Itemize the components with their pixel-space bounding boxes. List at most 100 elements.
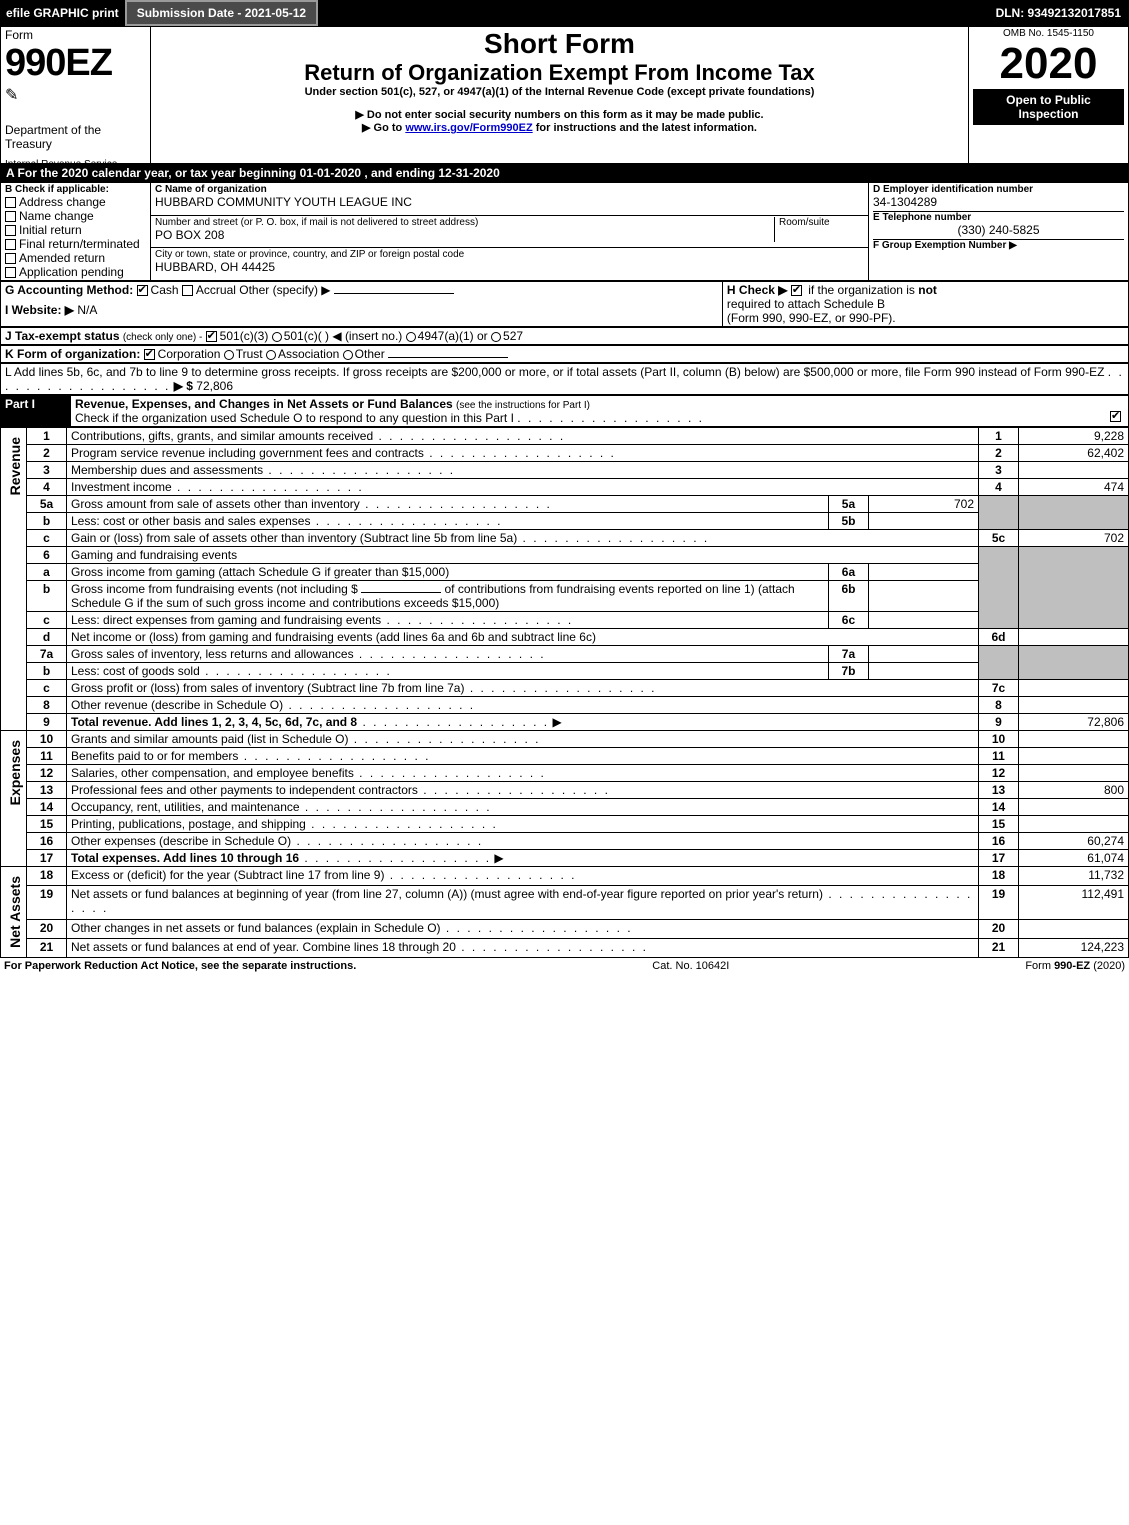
revenue-vlabel: Revenue [1, 428, 27, 731]
chk-final-return[interactable] [5, 239, 16, 250]
c-street: PO BOX 208 [155, 228, 774, 242]
g-label: G Accounting Method: [5, 283, 133, 297]
line-5b-val [868, 513, 978, 530]
line-7a-text: Gross sales of inventory, less returns a… [71, 647, 354, 661]
chk-cash[interactable] [137, 285, 148, 296]
lines-table: Revenue 1 Contributions, gifts, grants, … [0, 427, 1129, 958]
subtitle: Under section 501(c), 527, or 4947(a)(1)… [155, 86, 964, 98]
line-4-text: Investment income [71, 480, 172, 494]
line-5c-text: Gain or (loss) from sale of assets other… [71, 531, 517, 545]
line-6d-val [1019, 629, 1129, 646]
line-6a-text: Gross income from gaming (attach Schedul… [71, 565, 449, 579]
chk-address-change[interactable] [5, 197, 16, 208]
line-6d-text: Net income or (loss) from gaming and fun… [71, 630, 596, 644]
period-line: A For the 2020 calendar year, or tax yea… [0, 164, 1129, 182]
chk-sched-o[interactable] [1110, 411, 1121, 422]
room-label: Room/suite [779, 217, 864, 228]
line-12-text: Salaries, other compensation, and employ… [71, 766, 354, 780]
part1-badge: Part I [1, 396, 71, 427]
i-label: I Website: ▶ [5, 303, 74, 317]
line-13-text: Professional fees and other payments to … [71, 783, 418, 797]
line-5a-val: 702 [868, 496, 978, 513]
submission-date-button[interactable]: Submission Date - 2021-05-12 [125, 0, 318, 26]
line-3-val [1019, 462, 1129, 479]
line-19-text: Net assets or fund balances at beginning… [71, 887, 823, 901]
omb-number: OMB No. 1545-1150 [973, 28, 1124, 39]
line-21-val: 124,223 [1019, 939, 1129, 958]
c-city-label: City or town, state or province, country… [155, 249, 864, 260]
radio-trust[interactable] [224, 350, 234, 360]
netassets-vlabel: Net Assets [1, 867, 27, 958]
form-header: Form 990EZ ✎ Department of the Treasury … [0, 26, 1129, 164]
line-10-text: Grants and similar amounts paid (list in… [71, 732, 348, 746]
line-17-val: 61,074 [1019, 850, 1129, 867]
line-20-val [1019, 920, 1129, 939]
line-18-text: Excess or (deficit) for the year (Subtra… [71, 868, 384, 882]
irs-link[interactable]: www.irs.gov/Form990EZ [405, 122, 532, 134]
f-group-label: F Group Exemption Number ▶ [873, 239, 1124, 251]
org-name: HUBBARD COMMUNITY YOUTH LEAGUE INC [155, 195, 864, 209]
footer-right: Form 990-EZ (2020) [1025, 960, 1125, 972]
line-15-val [1019, 816, 1129, 833]
line-6c-text: Less: direct expenses from gaming and fu… [71, 613, 381, 627]
radio-501c[interactable] [272, 332, 282, 342]
e-phone-label: E Telephone number [873, 211, 1124, 223]
chk-amended[interactable] [5, 253, 16, 264]
open-public-badge: Open to Public Inspection [973, 89, 1124, 125]
line-7a-val [868, 646, 978, 663]
radio-527[interactable] [491, 332, 501, 342]
part1-heading: Revenue, Expenses, and Changes in Net As… [75, 397, 453, 411]
line-21-text: Net assets or fund balances at end of ye… [71, 940, 456, 954]
part1-checkline: Check if the organization used Schedule … [75, 411, 514, 425]
line-14-text: Occupancy, rent, utilities, and maintena… [71, 800, 300, 814]
line-6b-val [868, 581, 978, 612]
line-5a-text: Gross amount from sale of assets other t… [71, 497, 360, 511]
line-6a-val [868, 564, 978, 581]
line-1-val: 9,228 [1019, 428, 1129, 445]
l-text: L Add lines 5b, 6c, and 7b to line 9 to … [5, 365, 1104, 379]
line-12-val [1019, 765, 1129, 782]
line-4-val: 474 [1019, 479, 1129, 496]
footer-catno: Cat. No. 10642I [652, 960, 729, 972]
chk-501c3[interactable] [206, 331, 217, 342]
line-9-text: Total revenue. Add lines 1, 2, 3, 4, 5c,… [71, 715, 357, 729]
chk-accrual[interactable] [182, 285, 193, 296]
line-17-text: Total expenses. Add lines 10 through 16 [71, 851, 299, 865]
line-8-val [1019, 697, 1129, 714]
line-1-text: Contributions, gifts, grants, and simila… [71, 429, 373, 443]
tax-year: 2020 [973, 39, 1124, 89]
line-18-val: 11,732 [1019, 867, 1129, 886]
line-8-text: Other revenue (describe in Schedule O) [71, 698, 283, 712]
line-6-text: Gaming and fundraising events [67, 547, 979, 564]
line-16-val: 60,274 [1019, 833, 1129, 850]
radio-assoc[interactable] [266, 350, 276, 360]
line-5c-val: 702 [1019, 530, 1129, 547]
j-label: J Tax-exempt status [5, 329, 120, 343]
chk-app-pending[interactable] [5, 267, 16, 278]
c-name-label: C Name of organization [155, 184, 864, 195]
identity-block: B Check if applicable: Address change Na… [0, 182, 1129, 281]
line-7c-val [1019, 680, 1129, 697]
chk-initial-return[interactable] [5, 225, 16, 236]
line-2-text: Program service revenue including govern… [71, 446, 424, 460]
return-title: Return of Organization Exempt From Incom… [155, 60, 964, 86]
chk-corp[interactable] [144, 349, 155, 360]
line-9-val: 72,806 [1019, 714, 1129, 731]
radio-4947[interactable] [406, 332, 416, 342]
form-number: 990EZ [5, 42, 146, 85]
box-b-title: B Check if applicable: [5, 184, 146, 195]
line-7b-text: Less: cost of goods sold [71, 664, 200, 678]
radio-other-org[interactable] [343, 350, 353, 360]
line-6c-val [868, 612, 978, 629]
chk-name-change[interactable] [5, 211, 16, 222]
expenses-vlabel: Expenses [1, 731, 27, 867]
d-ein-label: D Employer identification number [873, 184, 1124, 195]
efile-label: efile GRAPHIC print [0, 0, 125, 26]
line-15-text: Printing, publications, postage, and shi… [71, 817, 306, 831]
chk-h[interactable] [791, 285, 802, 296]
line-6b-text1: Gross income from fundraising events (no… [71, 582, 358, 596]
short-form-title: Short Form [155, 28, 964, 60]
e-phone-value: (330) 240-5825 [873, 223, 1124, 237]
note-ssn: ▶ Do not enter social security numbers o… [155, 108, 964, 121]
line-16-text: Other expenses (describe in Schedule O) [71, 834, 291, 848]
